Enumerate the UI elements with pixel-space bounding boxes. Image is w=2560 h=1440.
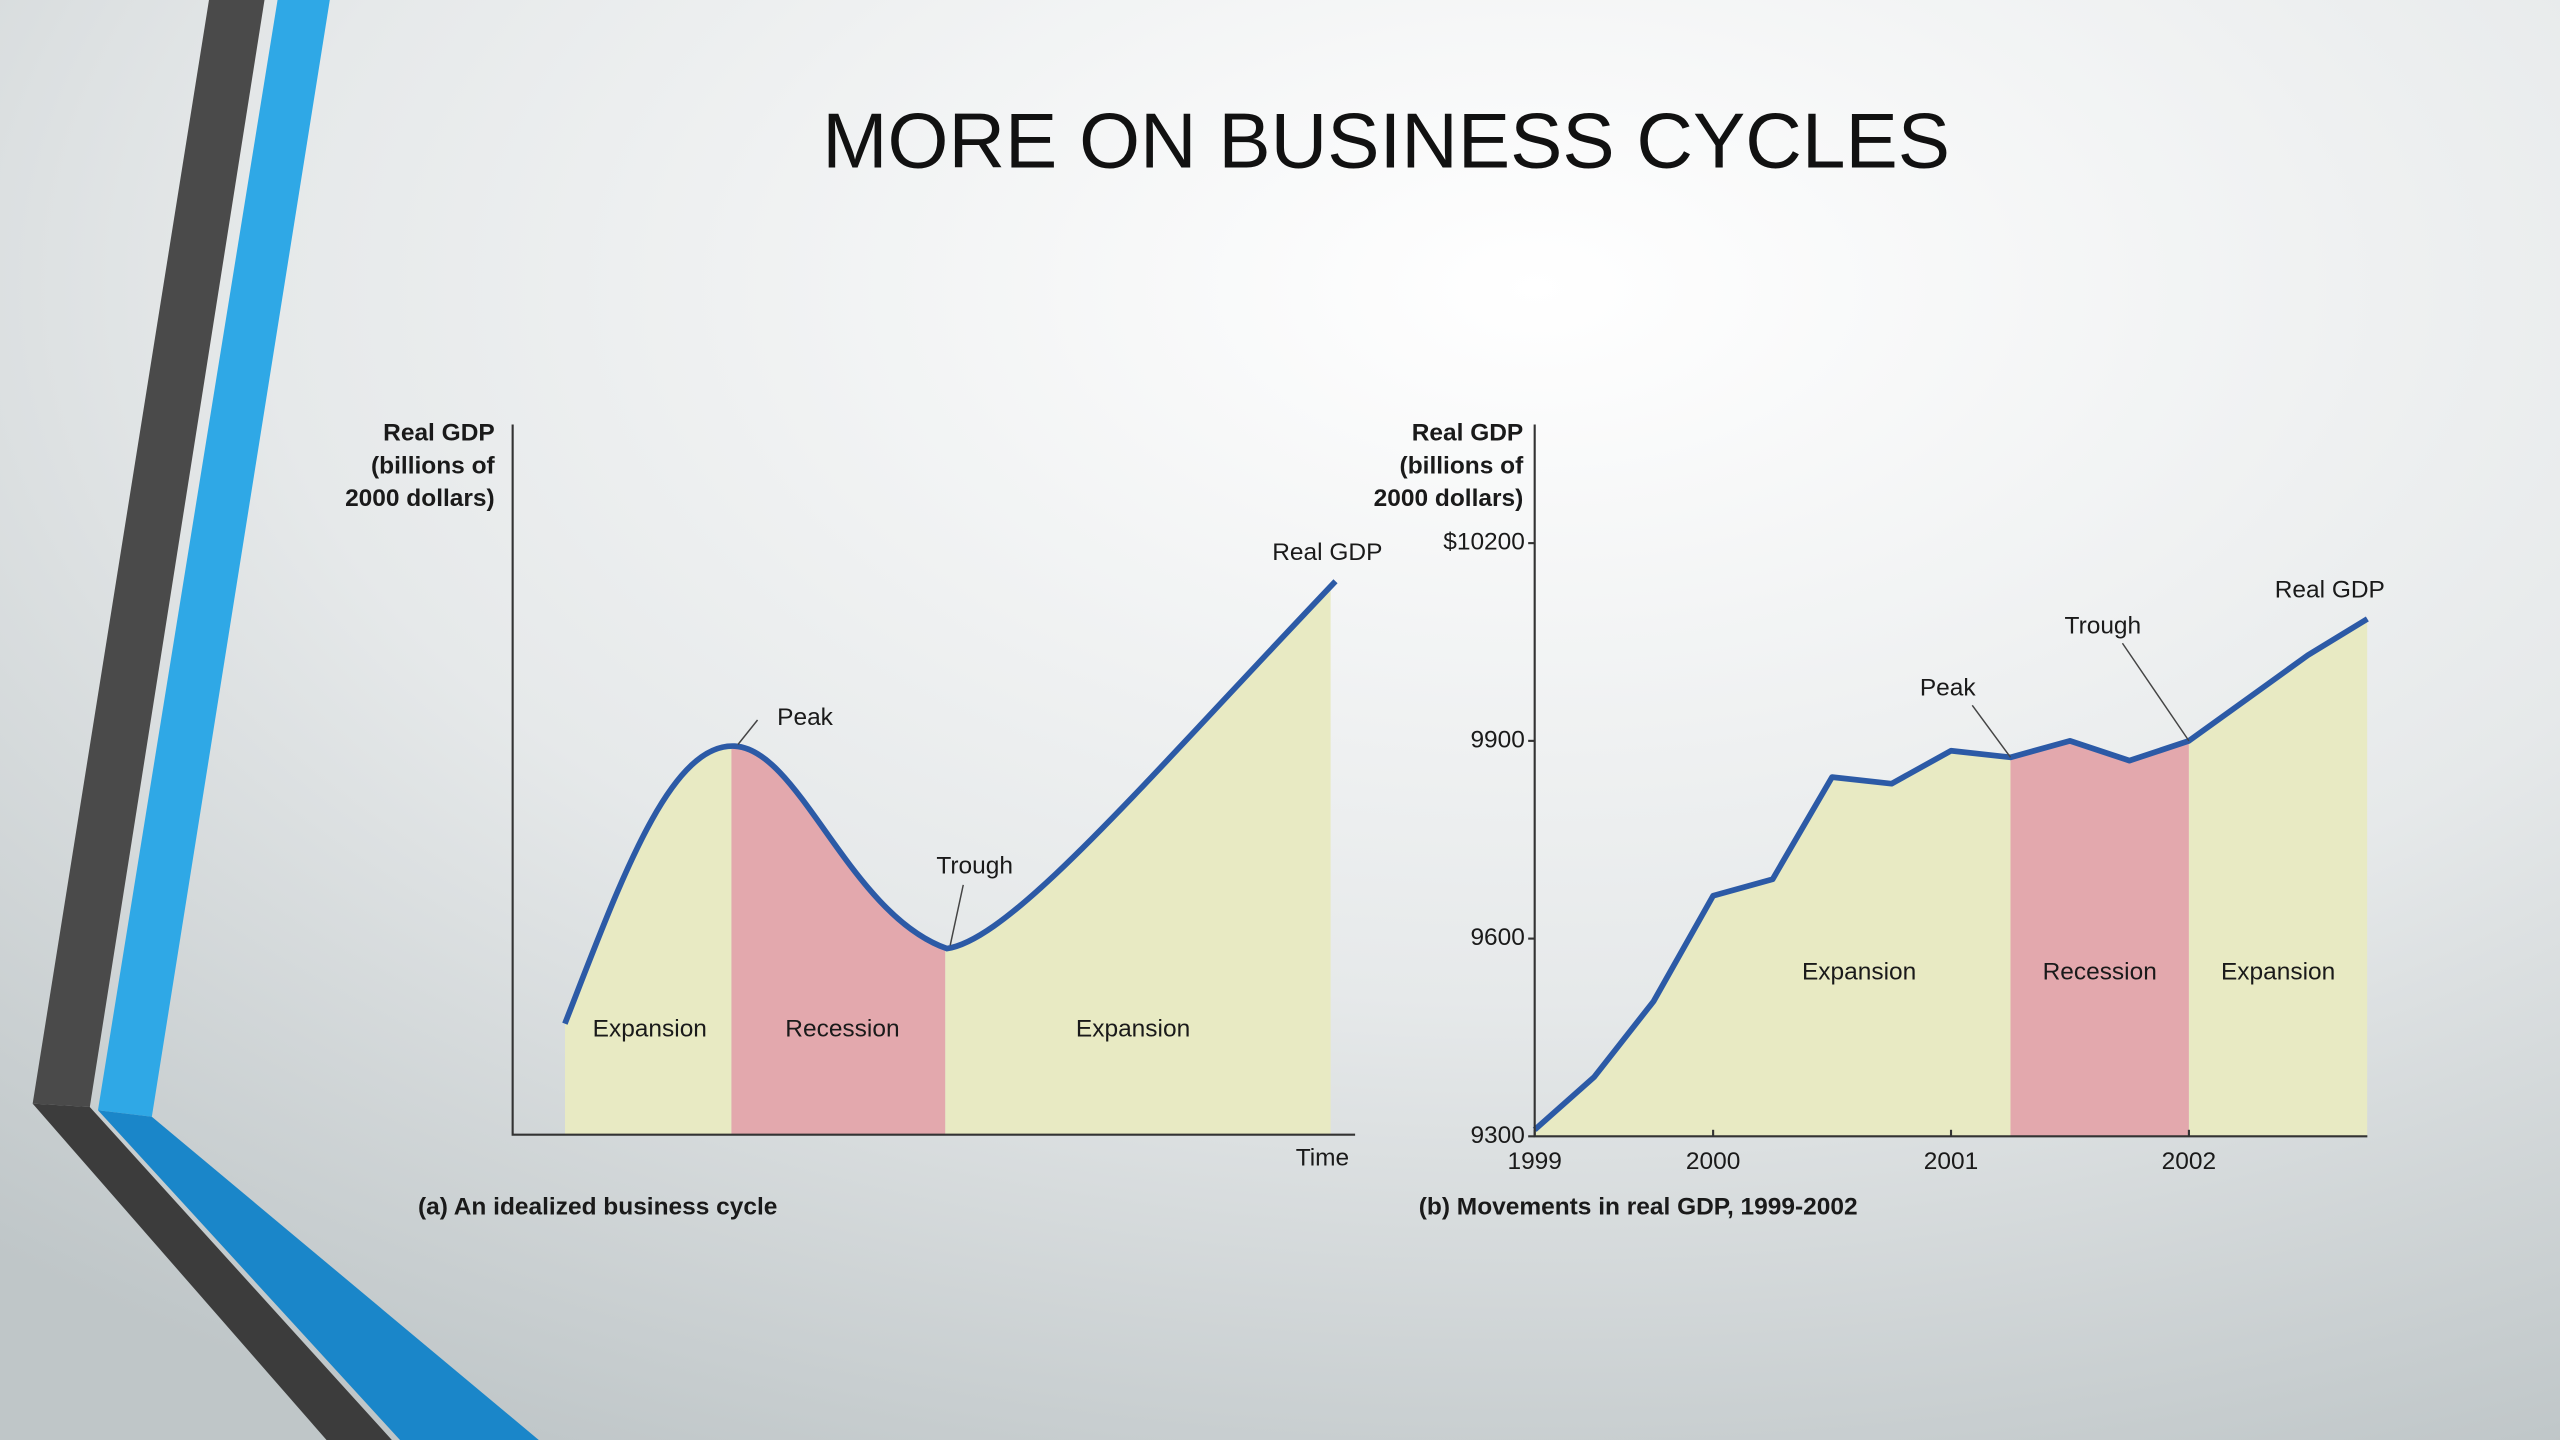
annotation: Trough — [936, 852, 1013, 879]
annotation: Peak — [777, 704, 834, 731]
x-tick-label: 2002 — [2162, 1148, 2216, 1175]
decor-stripe — [97, 0, 330, 1117]
phase-label: Expansion — [593, 1016, 707, 1043]
y-axis-label: Real GDP — [1412, 420, 1524, 447]
y-tick-label: 9300 — [1470, 1122, 1524, 1149]
phase-label: Recession — [785, 1016, 899, 1043]
x-tick-label: 2000 — [1686, 1148, 1740, 1175]
phase-label: Expansion — [1076, 1016, 1190, 1043]
y-tick-label: $10200 — [1443, 529, 1525, 556]
annotation: Real GDP — [1272, 539, 1382, 566]
y-tick-label: 9600 — [1470, 924, 1524, 951]
phase-label: Expansion — [2221, 959, 2335, 986]
slide-title: MORE ON BUSINESS CYCLES — [822, 97, 1950, 185]
x-tick-label: 2001 — [1924, 1148, 1978, 1175]
phase-label: Recession — [2043, 959, 2157, 986]
annotation: Trough — [2065, 612, 2142, 639]
axes — [511, 424, 1356, 1136]
phase-label: Expansion — [1802, 959, 1916, 986]
leader-line — [949, 884, 964, 946]
data-line — [1532, 616, 2369, 1132]
y-axis-label: Real GDP — [383, 420, 495, 447]
decor-stripe — [97, 1110, 539, 1440]
x-tick-label: 1999 — [1507, 1148, 1561, 1175]
decor-stripe — [32, 0, 265, 1107]
y-axis-label: (billions of — [1400, 452, 1525, 479]
y-axis-label: (billions of — [371, 452, 496, 479]
x-axis-label: Time — [1296, 1145, 1349, 1172]
leader-line — [2121, 642, 2190, 742]
y-tick-label: 9900 — [1470, 726, 1524, 753]
leader-line — [1971, 704, 2012, 758]
leader-line — [737, 719, 759, 745]
caption: (b) Movements in real GDP, 1999-2002 — [1419, 1194, 1858, 1221]
y-axis-label: 2000 dollars) — [345, 485, 495, 512]
annotation: Peak — [1920, 674, 1977, 701]
caption: (a) An idealized business cycle — [418, 1194, 777, 1221]
legend-label: Real GDP — [2275, 576, 2385, 603]
decor-stripe — [32, 1103, 392, 1440]
curve — [562, 579, 1338, 1025]
y-axis-label: 2000 dollars) — [1374, 485, 1524, 512]
